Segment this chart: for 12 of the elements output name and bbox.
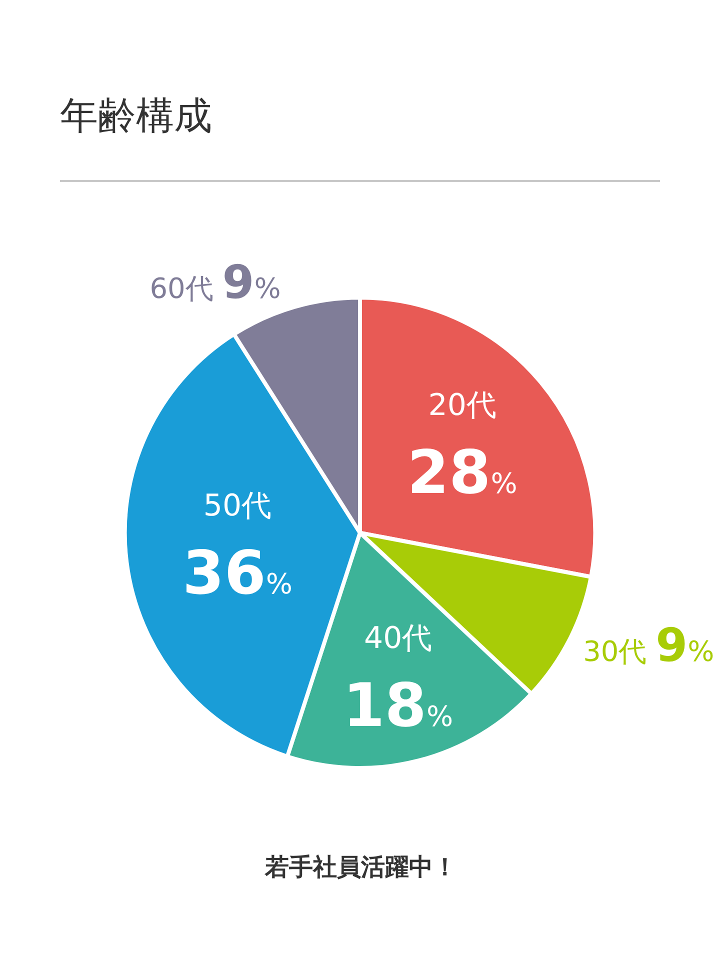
chart-title: 年齢構成 <box>60 93 212 138</box>
slice-label: 60代 <box>150 272 214 306</box>
slice-label: 50代 <box>203 488 272 524</box>
text: 若手社員活躍中！ <box>264 853 457 881</box>
data-label: 9% <box>222 255 281 310</box>
data-label: 9% <box>656 618 714 672</box>
slice-label: 30代 <box>583 635 647 668</box>
data-label: 18% <box>343 671 454 742</box>
slice-label: 40代 <box>364 621 432 656</box>
data-label: 36% <box>182 538 293 608</box>
slice-label: 20代 <box>428 388 496 424</box>
data-label: 28% <box>407 438 518 508</box>
